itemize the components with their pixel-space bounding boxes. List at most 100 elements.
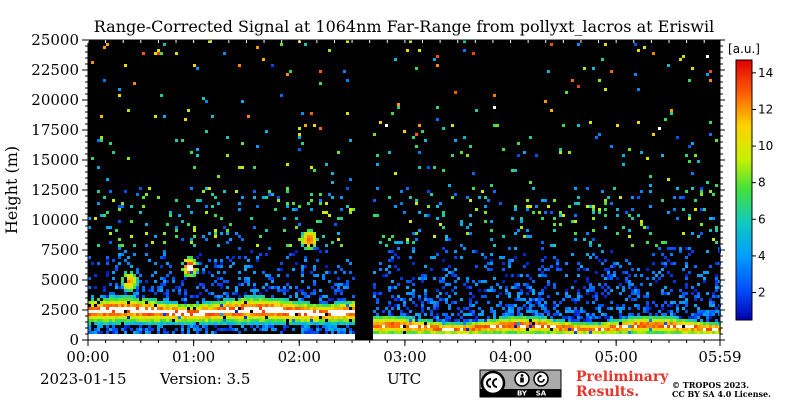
- heatmap-cell: [145, 280, 148, 283]
- heatmap-cell: [418, 316, 421, 319]
- heatmap-cell: [469, 199, 472, 202]
- heatmap-cell: [448, 325, 451, 328]
- heatmap-cell: [511, 169, 514, 172]
- heatmap-cell: [556, 262, 559, 265]
- heatmap-cell: [253, 283, 256, 286]
- heatmap-cell: [391, 112, 394, 115]
- heatmap-cell: [163, 316, 166, 319]
- heatmap-cell: [160, 283, 163, 286]
- heatmap-cell: [220, 319, 223, 322]
- heatmap-cell: [451, 322, 454, 325]
- heatmap-cell: [136, 316, 139, 319]
- heatmap-cell: [136, 286, 139, 289]
- heatmap-cell: [301, 298, 304, 301]
- heatmap-cell: [541, 259, 544, 262]
- heatmap-cell: [655, 328, 658, 331]
- heatmap-cell: [604, 259, 607, 262]
- heatmap-cell: [298, 304, 301, 307]
- heatmap-cell: [100, 295, 103, 298]
- heatmap-cell: [379, 319, 382, 322]
- heatmap-cell: [331, 319, 334, 322]
- heatmap-cell: [274, 310, 277, 313]
- heatmap-cell: [139, 322, 142, 325]
- heatmap-cell: [334, 292, 337, 295]
- heatmap-cell: [673, 262, 676, 265]
- heatmap-cell: [430, 319, 433, 322]
- heatmap-cell: [415, 133, 418, 136]
- heatmap-cell: [97, 304, 100, 307]
- heatmap-cell: [184, 118, 187, 121]
- heatmap-cell: [139, 187, 142, 190]
- heatmap-cell: [139, 304, 142, 307]
- heatmap-cell: [388, 250, 391, 253]
- heatmap-cell: [301, 232, 304, 235]
- heatmap-cell: [214, 334, 217, 337]
- heatmap-cell: [637, 307, 640, 310]
- heatmap-cell: [604, 88, 607, 91]
- heatmap-cell: [229, 265, 232, 268]
- heatmap-cell: [349, 331, 352, 334]
- heatmap-cell: [220, 310, 223, 313]
- colorbar-tick-label: 4: [758, 249, 766, 263]
- heatmap-cell: [334, 307, 337, 310]
- heatmap-cell: [709, 325, 712, 328]
- heatmap-cell: [478, 196, 481, 199]
- heatmap-cell: [604, 214, 607, 217]
- heatmap-cell: [703, 313, 706, 316]
- heatmap-cell: [250, 298, 253, 301]
- heatmap-cell: [304, 256, 307, 259]
- heatmap-cell: [151, 307, 154, 310]
- heatmap-cell: [208, 337, 211, 340]
- heatmap-cell: [193, 334, 196, 337]
- heatmap-cell: [232, 328, 235, 331]
- heatmap-cell: [577, 337, 580, 340]
- heatmap-cell: [223, 52, 226, 55]
- heatmap-cell: [520, 334, 523, 337]
- heatmap-cell: [601, 286, 604, 289]
- heatmap-cell: [151, 334, 154, 337]
- heatmap-cell: [337, 304, 340, 307]
- heatmap-cell: [544, 322, 547, 325]
- heatmap-cell: [118, 286, 121, 289]
- heatmap-cell: [88, 286, 91, 289]
- heatmap-cell: [325, 295, 328, 298]
- heatmap-cell: [94, 322, 97, 325]
- heatmap-cell: [157, 310, 160, 313]
- heatmap-cell: [520, 307, 523, 310]
- heatmap-cell: [703, 325, 706, 328]
- heatmap-cell: [589, 256, 592, 259]
- heatmap-cell: [625, 337, 628, 340]
- heatmap-cell: [118, 244, 121, 247]
- heatmap-cell: [391, 316, 394, 319]
- heatmap-cell: [400, 298, 403, 301]
- heatmap-cell: [514, 208, 517, 211]
- heatmap-cell: [535, 313, 538, 316]
- heatmap-cell: [139, 325, 142, 328]
- heatmap-cell: [109, 334, 112, 337]
- heatmap-cell: [373, 214, 376, 217]
- heatmap-cell: [619, 196, 622, 199]
- heatmap-cell: [157, 304, 160, 307]
- heatmap-cell: [112, 325, 115, 328]
- heatmap-cell: [502, 325, 505, 328]
- heatmap-cell: [646, 301, 649, 304]
- heatmap-cell: [640, 316, 643, 319]
- heatmap-cell: [193, 274, 196, 277]
- heatmap-cell: [667, 271, 670, 274]
- heatmap-cell: [109, 319, 112, 322]
- heatmap-cell: [181, 331, 184, 334]
- heatmap-cell: [430, 313, 433, 316]
- heatmap-cell: [133, 292, 136, 295]
- heatmap-cell: [256, 298, 259, 301]
- license-sa-label: SA: [536, 390, 547, 398]
- heatmap-cell: [595, 322, 598, 325]
- heatmap-cell: [685, 304, 688, 307]
- heatmap-cell: [394, 286, 397, 289]
- heatmap-cell: [193, 268, 196, 271]
- heatmap-cell: [136, 292, 139, 295]
- heatmap-cell: [208, 316, 211, 319]
- heatmap-cell: [178, 310, 181, 313]
- heatmap-cell: [373, 295, 376, 298]
- heatmap-cell: [436, 331, 439, 334]
- heatmap-cell: [97, 190, 100, 193]
